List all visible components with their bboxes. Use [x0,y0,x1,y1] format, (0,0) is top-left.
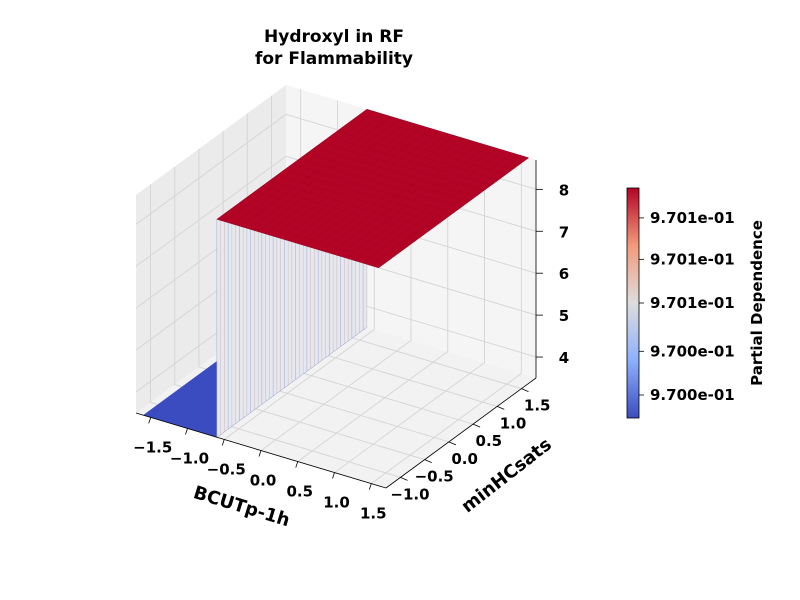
y-tick-mark [448,441,457,446]
y-tick-mark [400,476,408,481]
surface-mesh-line [330,143,481,254]
z-tick-label: 4 [559,349,569,367]
surface-mesh-line [314,147,477,197]
y-tick-label: 1.0 [500,414,527,432]
x-tick-mark [185,428,188,435]
surface-mesh-line [338,145,489,256]
y-tick-mark [521,388,529,393]
y-tick-mark [472,423,481,428]
colorbar-tick-label: 9.701e-01 [650,250,735,268]
z-tick-label: 7 [559,223,569,241]
x-tick-mark [221,439,225,446]
x-tick-label: −1.0 [170,449,209,467]
y-tick-mark [497,406,505,410]
surface-mesh-line [321,140,473,251]
surface-mesh-line [336,131,499,180]
y-axis-line [385,377,537,489]
surface-mesh-line [313,138,465,249]
x-tick-label: 1.0 [323,494,350,512]
tick-labels: −1.5−1.0−0.50.00.51.01.5−1.0−0.50.00.51.… [133,181,569,522]
x-tick-mark [332,472,335,479]
surface-mesh-line [306,153,469,202]
y-tick-label: −1.0 [390,485,429,503]
surface-mesh-line [362,152,513,264]
y-tick-mark [424,459,432,463]
x-tick-label: −1.5 [133,438,172,456]
x-grid-line [334,144,485,473]
colorbar-gradient [626,187,640,419]
x-axis-label: BCUTp-1h [191,482,292,531]
surface-mesh-line [291,164,454,213]
surface-mesh-line [329,136,492,186]
y-grid-line [198,148,450,443]
colorbar-label: Partial Dependence [748,220,766,386]
surface-mesh-line [299,158,462,208]
x-tick-label: 1.5 [360,505,387,523]
x-tick-mark [295,461,299,468]
surface-mesh-line [321,142,484,191]
surface-mesh-line [305,135,456,247]
surface-plot [142,108,530,438]
x-tick-label: 0.5 [286,483,313,501]
colorbar-tick-label: 9.701e-01 [650,209,735,227]
x-grid-line [371,155,522,484]
surface-mesh-line [346,147,497,259]
y-axis-label: minHCsats [458,434,556,517]
surface-mesh-line [370,155,521,266]
y-tick-label: 0.5 [476,432,503,450]
surface-mesh-line [344,125,507,175]
z-tick-label: 6 [559,265,569,283]
x-tick-mark [258,450,262,457]
colorbar-tick-label: 9.701e-01 [650,294,735,312]
z-tick-label: 8 [559,181,569,199]
title-line-1: Hydroxyl in RF [264,27,404,47]
z-tick-label: 5 [559,307,569,325]
x-tick-label: −0.5 [207,460,246,478]
y-tick-label: 0.0 [451,450,478,468]
colorbar: 9.700e-01 9.700e-01 9.701e-01 9.701e-01 9.70… [626,187,766,419]
x-tick-mark [148,417,152,424]
colorbar-tick-label: 9.700e-01 [650,386,735,404]
y-tick-label: −0.5 [415,468,454,486]
y-grid-line [150,184,401,478]
surface-mesh-line [359,114,522,164]
left-wall-pane [136,85,286,413]
title-line-2: for Flammability [255,49,413,69]
colorbar-tick-label: 9.700e-01 [650,342,735,360]
y-tick-label: 1.5 [524,397,551,415]
y-grid-line [174,166,425,461]
x-tick-mark [368,483,372,490]
x-tick-label: 0.0 [250,472,277,490]
surface-mesh-line [354,150,505,261]
surface-mesh-line [351,120,514,169]
chart-title: Hydroxyl in RF for Flammability [255,27,413,69]
